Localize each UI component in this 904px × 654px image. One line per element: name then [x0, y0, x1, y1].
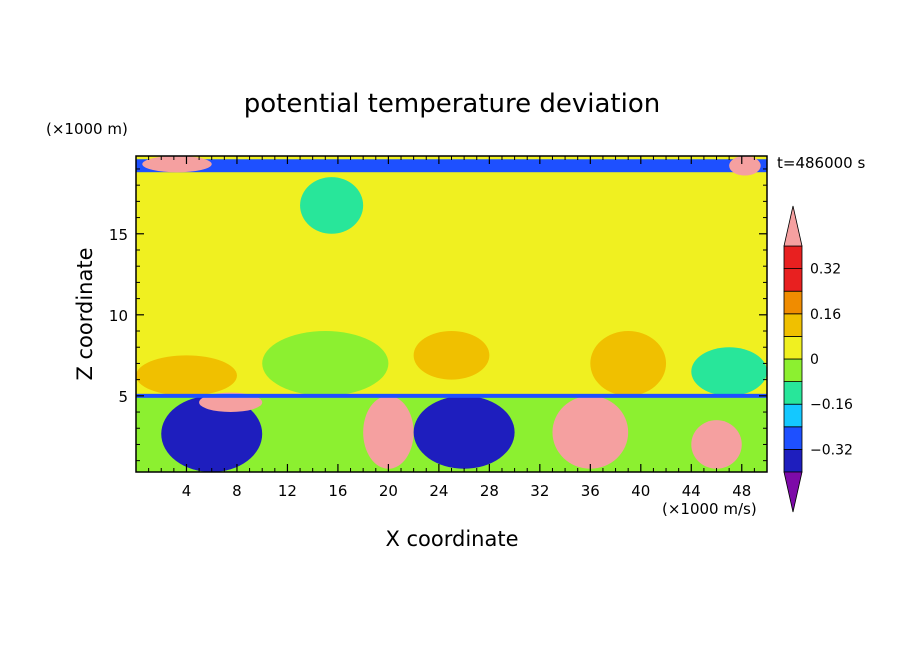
colorbar-tick-label: −0.16 — [810, 397, 853, 413]
colorbar-segment — [783, 313, 803, 337]
field-top-band — [136, 159, 767, 173]
y-axis-label: Z coordinate — [73, 247, 97, 380]
colorbar-segment — [783, 403, 803, 428]
field-region — [729, 156, 761, 176]
x-tick-label: 16 — [328, 482, 347, 500]
field-region — [161, 395, 263, 472]
x-tick-label: 48 — [732, 482, 751, 500]
field-region — [142, 156, 212, 173]
field-region — [136, 355, 237, 396]
colorbar: 0.32 0.16 0 −0.16 −0.32 — [783, 205, 853, 513]
x-unit-label: (×1000 m/s) — [662, 500, 757, 518]
y-axis: 5 10 15 — [109, 168, 767, 462]
field-region — [413, 395, 515, 469]
colorbar-segment — [783, 290, 803, 315]
colorbar-tick-label: 0.16 — [810, 307, 841, 323]
field-region — [691, 347, 767, 396]
colorbar-segment — [783, 245, 803, 270]
colorbar-tick-label: −0.32 — [810, 442, 853, 458]
x-tick-label: 28 — [480, 482, 499, 500]
field-region — [552, 395, 629, 469]
time-label: t=486000 s — [777, 154, 865, 172]
x-axis: 4 8 12 16 20 24 28 32 36 40 44 48 — [148, 156, 755, 500]
field-region — [590, 331, 667, 396]
field-boundary-band — [136, 393, 767, 398]
x-tick-label: 44 — [682, 482, 701, 500]
field-region — [300, 177, 364, 234]
y-unit-label: (×1000 m) — [46, 120, 128, 138]
x-tick-label: 40 — [631, 482, 650, 500]
colorbar-extend-top — [783, 205, 803, 247]
x-axis-label: X coordinate — [385, 527, 518, 551]
colorbar-tick-label: 0 — [810, 352, 819, 368]
y-tick-label: 15 — [109, 226, 128, 244]
colorbar-segment — [783, 335, 803, 360]
x-tick-label: 32 — [530, 482, 549, 500]
x-tick-label: 24 — [429, 482, 448, 500]
field-region — [363, 395, 414, 469]
x-tick-label: 20 — [379, 482, 398, 500]
colorbar-segment — [783, 358, 803, 383]
plot-area — [136, 156, 767, 472]
colorbar-segment — [783, 381, 803, 405]
field-region — [691, 420, 742, 469]
x-tick-label: 8 — [232, 482, 242, 500]
field-region — [262, 331, 389, 396]
colorbar-extend-bottom — [783, 471, 803, 513]
colorbar-segment — [783, 268, 803, 292]
field-region — [413, 331, 490, 380]
x-tick-label: 36 — [581, 482, 600, 500]
colorbar-tick-label: 0.32 — [810, 262, 841, 278]
y-tick-label: 10 — [109, 307, 128, 325]
colorbar-segment — [783, 426, 803, 450]
chart-title: potential temperature deviation — [244, 89, 660, 119]
x-tick-label: 4 — [182, 482, 192, 500]
y-tick-label: 5 — [118, 388, 128, 406]
x-tick-label: 12 — [278, 482, 297, 500]
colorbar-segment — [783, 448, 803, 473]
